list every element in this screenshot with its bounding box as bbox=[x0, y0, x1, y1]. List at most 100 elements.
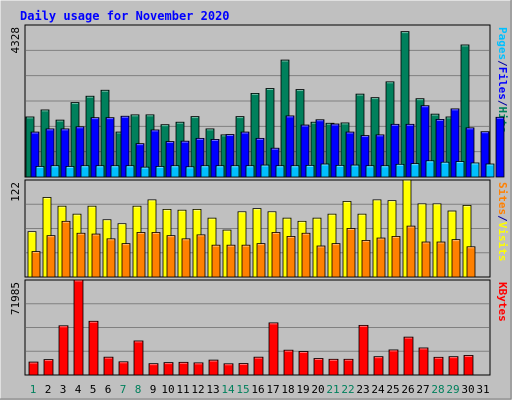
bar-files-20 bbox=[315, 119, 325, 178]
bar-sites-16 bbox=[256, 243, 266, 278]
bar-kbytes-14 bbox=[223, 363, 234, 376]
bar-kbytes-29 bbox=[448, 356, 459, 376]
bar-kbytes-20 bbox=[313, 358, 324, 376]
bar-files-2 bbox=[45, 128, 55, 178]
x-tick-18: 18 bbox=[281, 383, 294, 396]
x-tick-10: 10 bbox=[161, 383, 174, 396]
bar-pages-2 bbox=[50, 165, 60, 178]
bar-kbytes-11 bbox=[178, 361, 189, 376]
x-tick-30: 30 bbox=[461, 383, 474, 396]
bar-files-23 bbox=[360, 135, 370, 178]
bar-sites-20 bbox=[316, 245, 326, 278]
series-label: Files bbox=[496, 67, 509, 100]
panel-series-labels: KBytes bbox=[496, 282, 509, 322]
bar-kbytes-1 bbox=[28, 361, 39, 376]
bar-files-8 bbox=[135, 143, 145, 178]
bar-files-17 bbox=[270, 147, 280, 178]
bar-sites-11 bbox=[181, 238, 191, 278]
bar-pages-26 bbox=[410, 163, 420, 178]
bar-files-4 bbox=[75, 126, 85, 178]
x-tick-4: 4 bbox=[75, 383, 82, 396]
bar-sites-28 bbox=[436, 241, 446, 278]
bar-kbytes-28 bbox=[433, 356, 444, 376]
series-label: / bbox=[496, 215, 509, 222]
bar-files-5 bbox=[90, 117, 100, 178]
bar-pages-24 bbox=[380, 165, 390, 178]
panel-max-label: 4328 bbox=[9, 27, 22, 54]
panel-max-label: 71985 bbox=[9, 282, 22, 315]
panel-visits_sites: 122 Sites/Visits bbox=[9, 179, 509, 278]
x-tick-6: 6 bbox=[105, 383, 112, 396]
panel-series-labels: Pages/Files/Hits bbox=[496, 27, 509, 133]
bar-pages-17 bbox=[275, 165, 285, 178]
bar-files-31 bbox=[480, 131, 490, 178]
bar-kbytes-27 bbox=[418, 347, 429, 376]
x-tick-13: 13 bbox=[206, 383, 219, 396]
bar-files-30 bbox=[465, 127, 475, 178]
bar-files-9 bbox=[150, 129, 160, 178]
bar-sites-13 bbox=[211, 244, 221, 278]
bar-sites-5 bbox=[91, 233, 101, 278]
bar-files-3 bbox=[60, 128, 70, 178]
x-tick-31: 31 bbox=[476, 383, 489, 396]
x-tick-25: 25 bbox=[386, 383, 399, 396]
bar-pages-15 bbox=[245, 165, 255, 178]
bar-sites-2 bbox=[46, 235, 56, 278]
bar-kbytes-8 bbox=[133, 340, 144, 376]
bar-files-22 bbox=[345, 131, 355, 178]
bar-files-27 bbox=[420, 105, 430, 178]
bar-kbytes-25 bbox=[388, 349, 399, 376]
x-tick-19: 19 bbox=[296, 383, 309, 396]
bar-kbytes-6 bbox=[103, 356, 114, 376]
panel-series-labels: Sites/Visits bbox=[496, 182, 509, 262]
bar-sites-30 bbox=[466, 246, 476, 278]
bar-pages-31 bbox=[485, 163, 495, 178]
bar-files-21 bbox=[330, 123, 340, 178]
bar-pages-25 bbox=[395, 163, 405, 178]
x-tick-3: 3 bbox=[60, 383, 67, 396]
series-sites bbox=[31, 220, 476, 278]
bar-files-13 bbox=[210, 139, 220, 178]
x-tick-20: 20 bbox=[311, 383, 324, 396]
bar-sites-29 bbox=[451, 239, 461, 278]
bar-sites-3 bbox=[61, 220, 71, 278]
bar-pages-23 bbox=[365, 165, 375, 178]
x-tick-16: 16 bbox=[251, 383, 264, 396]
x-tick-8: 8 bbox=[135, 383, 142, 396]
series-label: / bbox=[496, 100, 509, 107]
bar-pages-12 bbox=[200, 165, 210, 178]
bar-pages-1 bbox=[35, 166, 45, 178]
x-tick-1: 1 bbox=[30, 383, 37, 396]
bar-pages-21 bbox=[335, 165, 345, 178]
bar-hits-16 bbox=[250, 93, 260, 178]
bar-pages-10 bbox=[170, 165, 180, 178]
bar-kbytes-12 bbox=[193, 362, 204, 376]
bar-pages-4 bbox=[80, 165, 90, 178]
bar-files-14 bbox=[225, 134, 235, 178]
bar-sites-17 bbox=[271, 232, 281, 278]
bar-files-6 bbox=[105, 117, 115, 178]
x-tick-5: 5 bbox=[90, 383, 97, 396]
bar-pages-5 bbox=[95, 165, 105, 178]
bar-pages-3 bbox=[65, 166, 75, 178]
bar-kbytes-7 bbox=[118, 361, 129, 376]
bar-sites-18 bbox=[286, 236, 296, 278]
x-tick-7: 7 bbox=[120, 383, 127, 396]
bar-kbytes-26 bbox=[403, 336, 414, 376]
bar-sites-21 bbox=[331, 243, 341, 278]
bar-files-18 bbox=[285, 115, 295, 178]
bar-kbytes-10 bbox=[163, 362, 174, 376]
bar-kbytes-24 bbox=[373, 356, 384, 376]
bar-kbytes-2 bbox=[43, 359, 54, 376]
bar-files-24 bbox=[375, 134, 385, 178]
bar-files-16 bbox=[255, 137, 265, 178]
bar-pages-8 bbox=[140, 166, 150, 178]
panel-hits_files_pages: 4328 Pages/Files/Hits bbox=[9, 24, 509, 178]
bar-pages-7 bbox=[125, 165, 135, 178]
x-tick-2: 2 bbox=[45, 383, 52, 396]
series-kbytes bbox=[28, 279, 474, 376]
bar-files-7 bbox=[120, 115, 130, 178]
bar-hits-17 bbox=[265, 88, 275, 178]
